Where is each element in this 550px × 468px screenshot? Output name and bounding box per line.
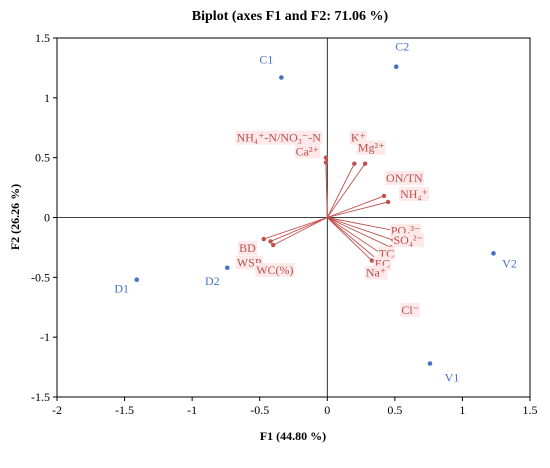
variable-point [362,161,368,166]
variable-label: ON/TN [386,171,423,185]
variable-point [271,242,276,248]
observation-point [427,361,433,366]
variable-point [385,199,391,205]
variable-point [323,155,329,160]
observation-point [491,251,496,256]
y-tick-label: 0 [44,211,50,225]
variable-vector [327,217,383,255]
variable-vector [327,217,394,241]
variable-label: Ca²⁺ [296,144,319,158]
x-axis-label: F1 (44.80 %) [260,429,326,443]
variable-point [323,160,329,165]
variable-point [261,236,266,242]
x-tick-label: 1.5 [523,403,538,417]
variable-label-background [255,263,295,278]
variable-vector [326,217,373,261]
variable-vector [326,163,355,218]
variable-label: Na⁺ [366,266,386,280]
x-tick-label: -2 [52,403,62,417]
x-tick-label: -1 [187,403,197,417]
x-tick-label: -0.5 [250,403,269,417]
variable-point [352,161,357,166]
observation-point [393,64,399,70]
observation-point [279,75,284,80]
variable-label: WC(%) [256,263,293,277]
x-tick-label: 0.5 [387,403,402,417]
variable-label-background [400,302,421,317]
variable-vector [327,201,389,218]
variable-vector [263,217,328,240]
y-axis-label: F2 (26.26 %) [8,184,22,250]
variable-point [369,258,375,263]
x-tick-label: 0 [324,403,330,417]
observation-point [224,265,230,271]
variable-label: BD [239,241,256,255]
observation-point [134,277,140,283]
observation-label: C1 [259,52,273,66]
variable-label-background [364,265,388,280]
variable-vector [326,163,366,218]
variable-label-background [356,140,386,155]
variable-vector [270,217,328,242]
variable-label-background [385,170,425,185]
observation-label: D2 [205,274,220,288]
variable-label: Mg²⁺ [358,141,385,155]
variable-label: Cl⁻ [401,303,419,317]
variable-vector [327,217,391,248]
variable-label-background [238,241,258,256]
y-tick-label: 0.5 [35,151,50,165]
variable-label: NH₄⁺ [400,187,428,201]
variable-point [268,239,273,244]
variable-label-background [392,233,424,248]
variable-label-background [235,130,323,145]
variable-vector [326,217,382,264]
x-tick-label: 1 [459,403,465,417]
variable-label-background [399,186,429,201]
variable-label: NH₄⁺-N/NO₃⁻-N [237,131,322,145]
y-tick-label: 1 [44,91,50,105]
y-tick-label: -1 [40,330,50,344]
observation-label: D1 [114,282,129,296]
observation-label: V2 [502,256,517,270]
variable-point [381,193,387,199]
variable-label-background [294,144,320,159]
variable-vector [327,217,395,232]
y-tick-label: 1.5 [35,31,50,45]
variable-vector [273,217,328,246]
chart-title: Biplot (axes F1 and F2: 71.06 %) [192,9,389,24]
variable-vector [327,195,385,218]
x-tick-label: -1.5 [115,403,134,417]
observation-label: V1 [445,370,460,384]
y-tick-label: -0.5 [31,270,50,284]
variable-label: SO₄²⁻ [394,233,423,247]
variable-vector [325,162,328,218]
y-tick-label: -1.5 [31,390,50,404]
observation-label: C2 [395,40,409,54]
